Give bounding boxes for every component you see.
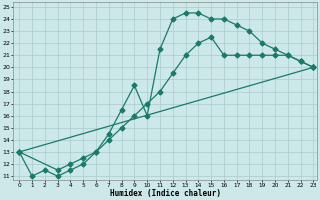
X-axis label: Humidex (Indice chaleur): Humidex (Indice chaleur) [109, 189, 220, 198]
